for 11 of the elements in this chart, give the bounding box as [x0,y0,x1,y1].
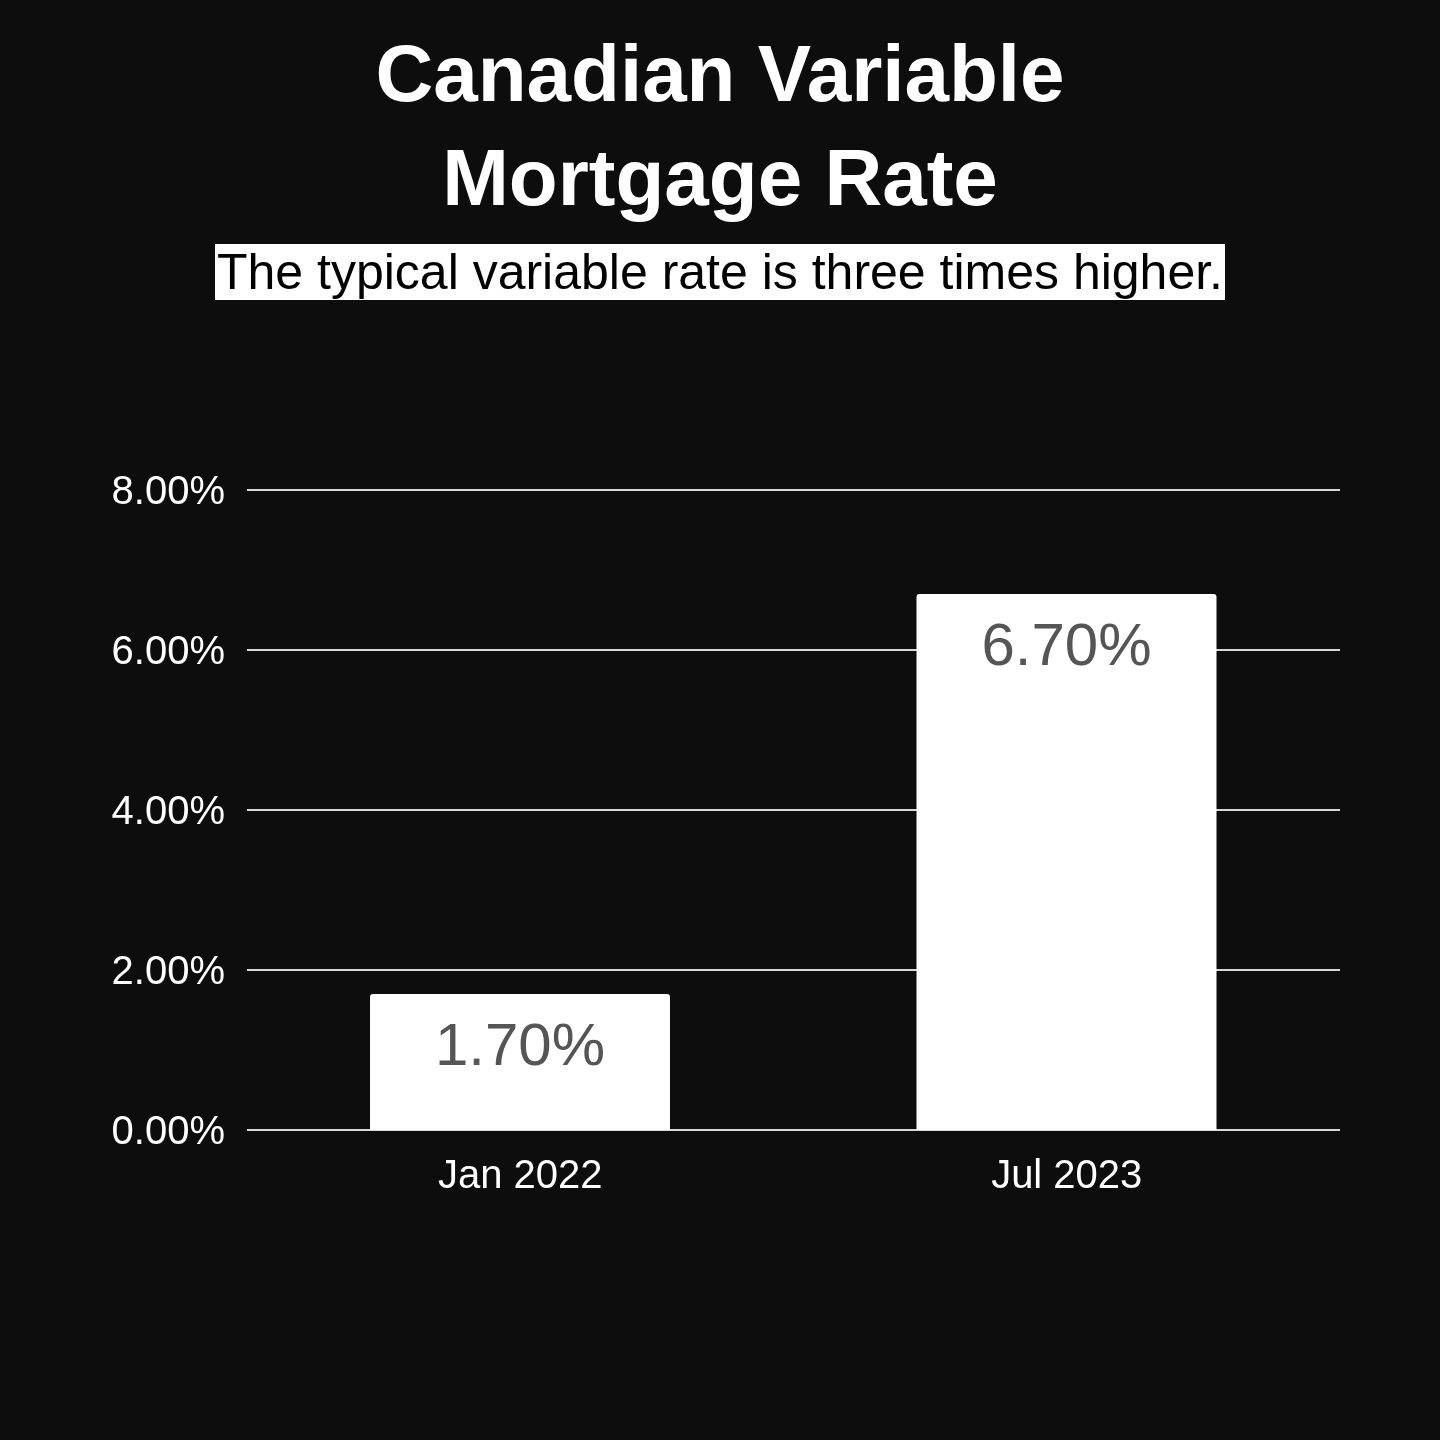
y-tick-label: 0.00% [111,1108,225,1153]
y-tick-label: 2.00% [111,948,225,993]
y-tick-label: 6.00% [111,628,225,673]
x-tick-label: Jan 2022 [437,1152,603,1197]
chart-title: Canadian Variable Mortgage Rate [374,28,1066,224]
data-label: 1.70% [434,1010,606,1078]
y-tick-label: 4.00% [111,788,225,833]
y-tick-label: 8.00% [111,468,225,513]
x-tick-label: Jul 2023 [991,1152,1143,1197]
data-label: 6.70% [981,610,1152,678]
chart-subtitle: The typical variable rate is three times higher. [214,244,1226,300]
